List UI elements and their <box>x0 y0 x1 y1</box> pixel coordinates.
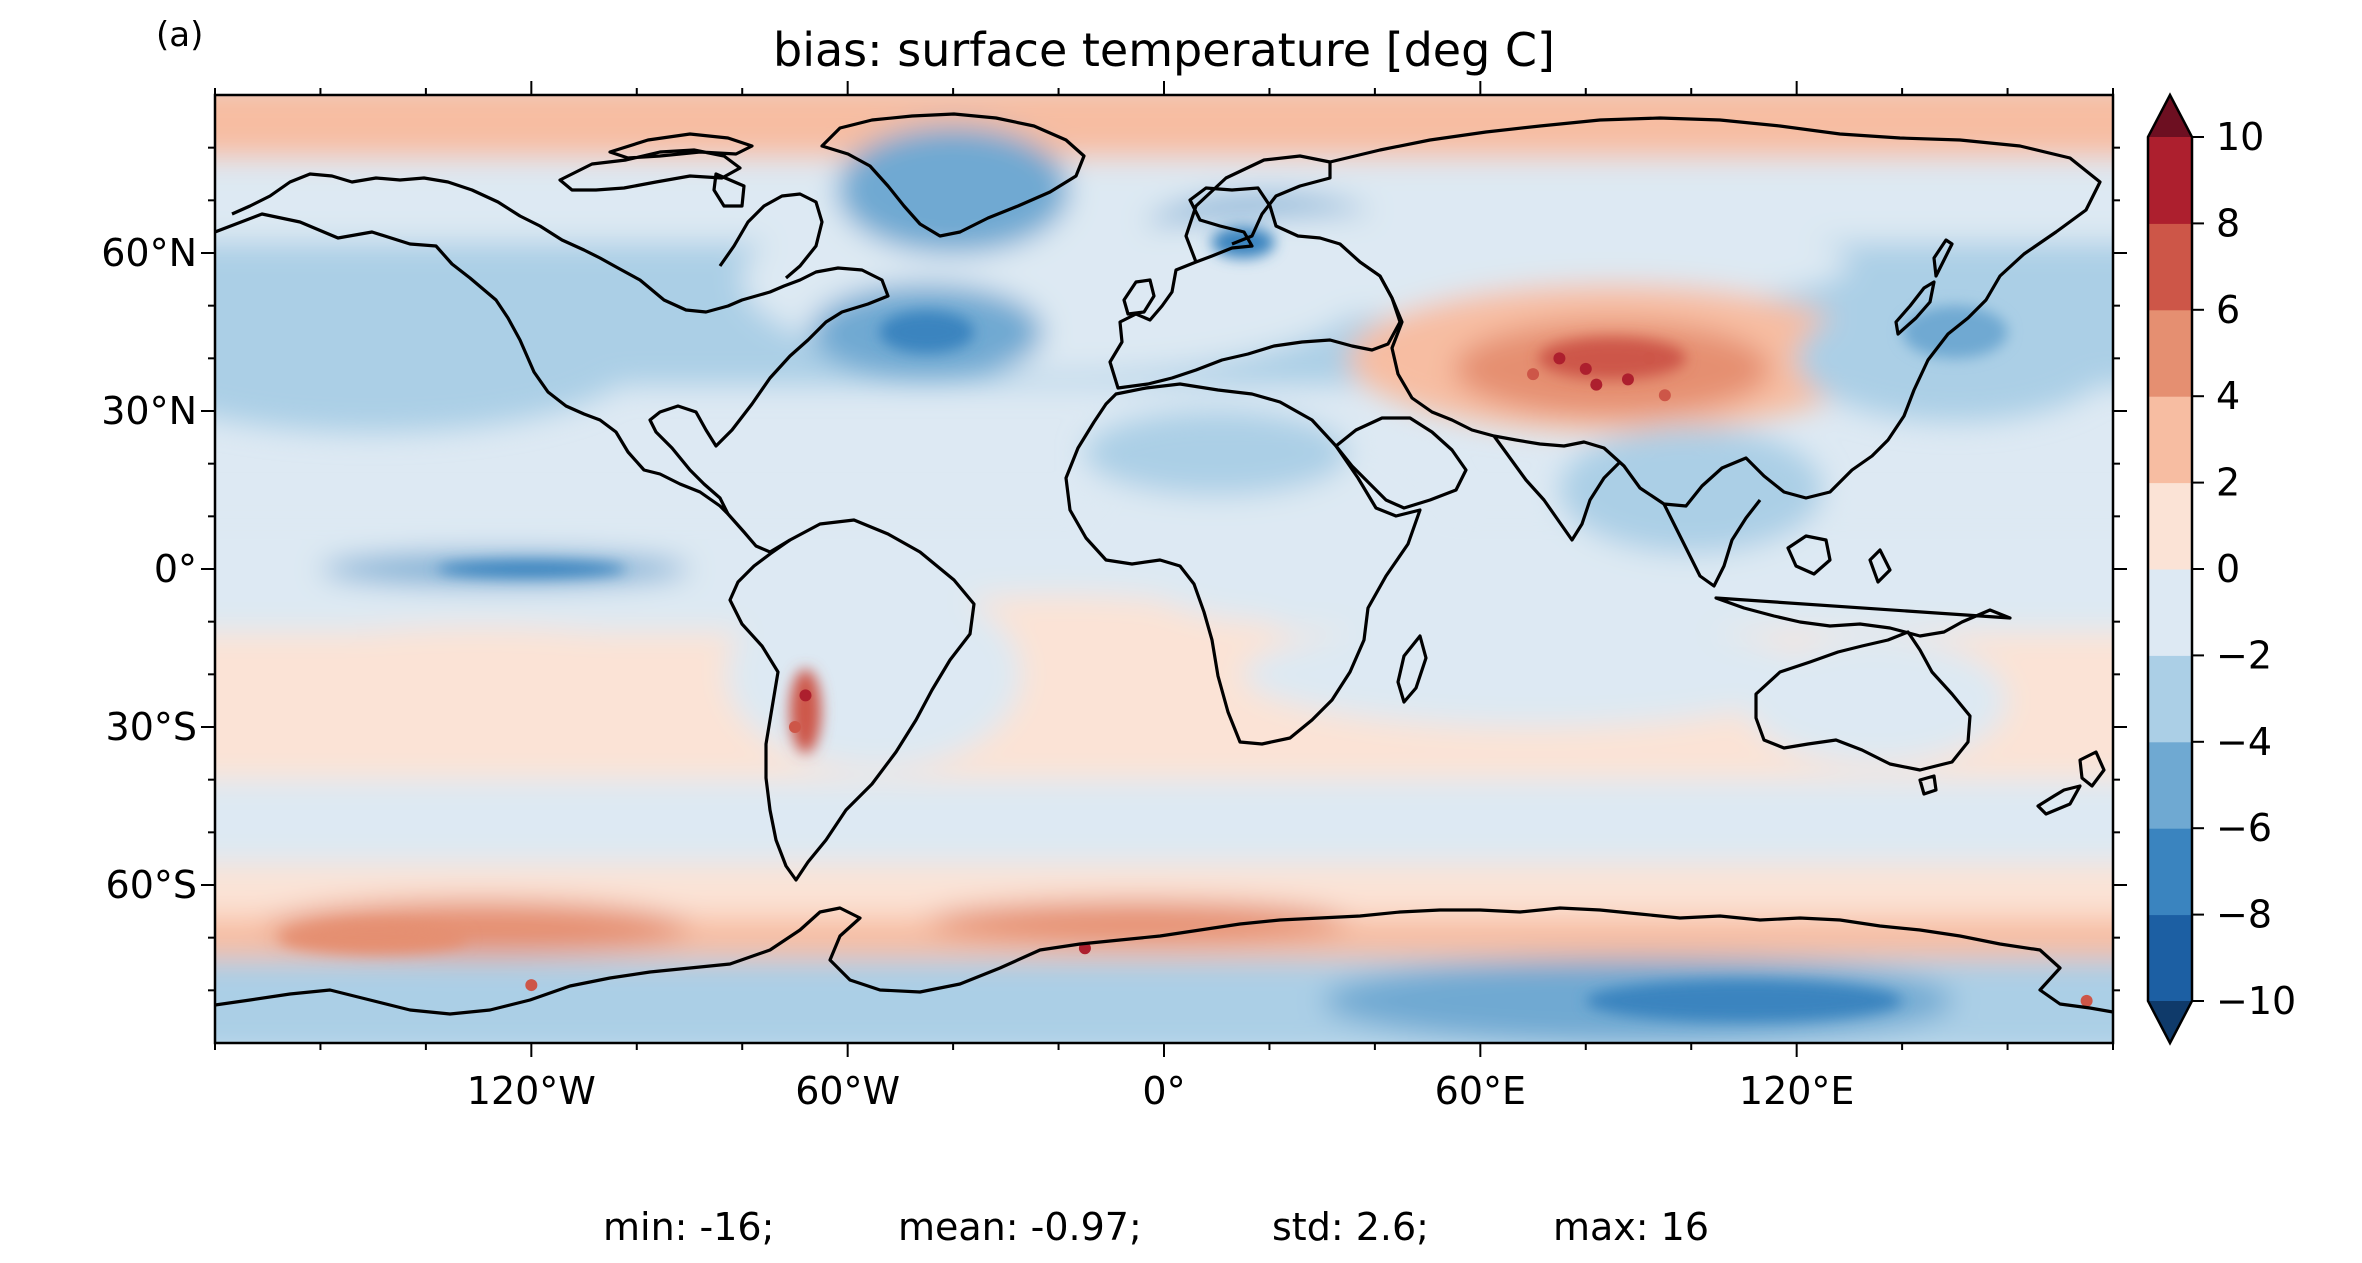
coast-south-america <box>728 518 976 882</box>
hotspot-2 <box>1621 373 1634 386</box>
south-america-neutral <box>726 579 1022 770</box>
x-tick-label: 120°E <box>1739 1069 1855 1113</box>
colorbar-tick-label: −6 <box>2216 806 2272 850</box>
y-tick-labels: 60°N 30°N 0° 30°S 60°S <box>101 231 197 907</box>
north-atlantic-coldest <box>879 310 975 354</box>
x-tick-label: 0° <box>1142 1069 1185 1113</box>
colorbar-box <box>2148 137 2192 224</box>
sahara-cool <box>1084 411 1349 496</box>
hotspot-3 <box>1643 352 1656 365</box>
coast-hudson-bay <box>718 192 824 280</box>
bias-field-detail <box>278 226 2008 1022</box>
axis-ticks <box>201 81 2127 1057</box>
stat-max: max: 16 <box>1553 1205 1710 1249</box>
coast-british-isles <box>1122 278 1156 316</box>
southeast-asia-cool <box>1559 426 1824 554</box>
stat-mean: mean: -0.97; <box>898 1205 1142 1249</box>
weddell-warm <box>926 900 1349 943</box>
y-tick-label: 30°S <box>106 705 197 749</box>
x-tick-label: 60°W <box>795 1069 900 1113</box>
coast-indonesia <box>1714 534 2012 638</box>
colorbar-tick-label: −10 <box>2216 979 2296 1023</box>
colorbar-box <box>2148 914 2192 1002</box>
coast-southeast-asia <box>1662 499 1762 588</box>
colorbar-tick-label: −8 <box>2216 893 2272 937</box>
colorbar-box <box>2148 482 2192 570</box>
y-tick-label: 0° <box>154 547 197 591</box>
colorbar-tick-label: 10 <box>2216 115 2264 159</box>
coast-arctic-islands <box>558 132 754 208</box>
coast-india <box>1492 435 1622 542</box>
coast-madagascar <box>1396 634 1428 704</box>
northeast-pacific-cold <box>215 284 637 433</box>
hotspot-0 <box>1553 352 1566 365</box>
colorbar-ticks <box>2192 136 2204 1002</box>
hotspot-6 <box>1658 389 1671 402</box>
coast-antarctica <box>215 906 2113 1016</box>
greenland-cold <box>837 126 1070 253</box>
kuroshio-cold <box>1902 305 2008 359</box>
colorbar-under-triangle <box>2148 1001 2192 1043</box>
hotspot-1 <box>1579 362 1592 375</box>
colorbar-tick-label: −4 <box>2216 720 2272 764</box>
south-pacific-warm <box>215 626 795 775</box>
hotspot-10 <box>525 979 538 992</box>
y-tick-label: 60°S <box>106 863 197 907</box>
colorbar-tick-label: −2 <box>2216 633 2272 677</box>
colorbar-box <box>2148 309 2192 397</box>
colorbar-box <box>2148 569 2192 656</box>
colorbar-box <box>2148 396 2192 484</box>
colorbar-box <box>2148 741 2192 829</box>
bias-hotspots <box>525 352 2093 1007</box>
colorbar-tick-label: 0 <box>2216 547 2240 591</box>
coast-australia <box>1754 630 1972 796</box>
x-tick-label: 60°E <box>1435 1069 1526 1113</box>
indian-ocean-neutral <box>1243 621 1824 727</box>
stat-min: min: -16; <box>603 1205 775 1249</box>
colorbar-box <box>2148 828 2192 916</box>
andes-hot <box>789 669 822 754</box>
hotspot-8 <box>788 721 801 733</box>
coast-greenland <box>820 112 1086 238</box>
east-antarctica-coldest <box>1585 979 1903 1022</box>
hotspot-7 <box>799 689 812 702</box>
coastlines <box>215 112 2113 1016</box>
colorbar-box <box>2148 223 2192 311</box>
chart-title: bias: surface temperature [deg C] <box>773 23 1555 77</box>
hotspot-4 <box>1590 378 1603 391</box>
coast-japan <box>1894 238 1954 336</box>
hotspot-11 <box>2080 994 2093 1007</box>
colorbar-tick-labels: −10 −8 −6 −4 −2 0 2 4 6 8 10 <box>2216 115 2296 1023</box>
stat-std: std: 2.6; <box>1272 1205 1429 1249</box>
colorbar-tick-label: 8 <box>2216 201 2240 245</box>
panel-label: (a) <box>156 15 203 55</box>
bias-field-broad <box>215 95 2113 1043</box>
southern-midlatitude-band <box>215 779 2113 864</box>
hotspot-5 <box>1527 368 1540 381</box>
equatorial-pacific-coldest <box>436 560 627 578</box>
colorbar-boxes <box>2146 92 2194 1046</box>
x-tick-label: 120°W <box>467 1069 596 1113</box>
coast-africa <box>1064 382 1422 746</box>
colorbar-tick-label: 4 <box>2216 374 2240 418</box>
x-tick-labels: 120°W 60°W 0° 60°E 120°E <box>467 1069 1855 1113</box>
y-tick-label: 60°N <box>101 231 197 275</box>
australia-neutral <box>1743 637 2008 764</box>
colorbar-tick-label: 2 <box>2216 461 2240 505</box>
ross-sea-warm <box>278 921 469 954</box>
colorbar-over-triangle <box>2148 95 2192 137</box>
colorbar-tick-label: 6 <box>2216 288 2240 332</box>
coast-north-america <box>215 172 890 516</box>
coast-asia <box>1329 116 2102 508</box>
coast-arabia <box>1334 416 1468 510</box>
colorbar: −10 −8 −6 −4 −2 0 2 4 6 8 10 <box>2146 92 2296 1046</box>
bias-map <box>215 95 2113 1043</box>
summary-statistics: min: -16; mean: -0.97; std: 2.6; max: 16 <box>0 1205 2362 1255</box>
tibet-very-hot <box>1538 337 1686 380</box>
y-tick-label: 30°N <box>101 389 197 433</box>
coast-new-zealand <box>2036 750 2106 816</box>
colorbar-box <box>2148 655 2192 743</box>
arctic-warm-band <box>215 95 2113 159</box>
